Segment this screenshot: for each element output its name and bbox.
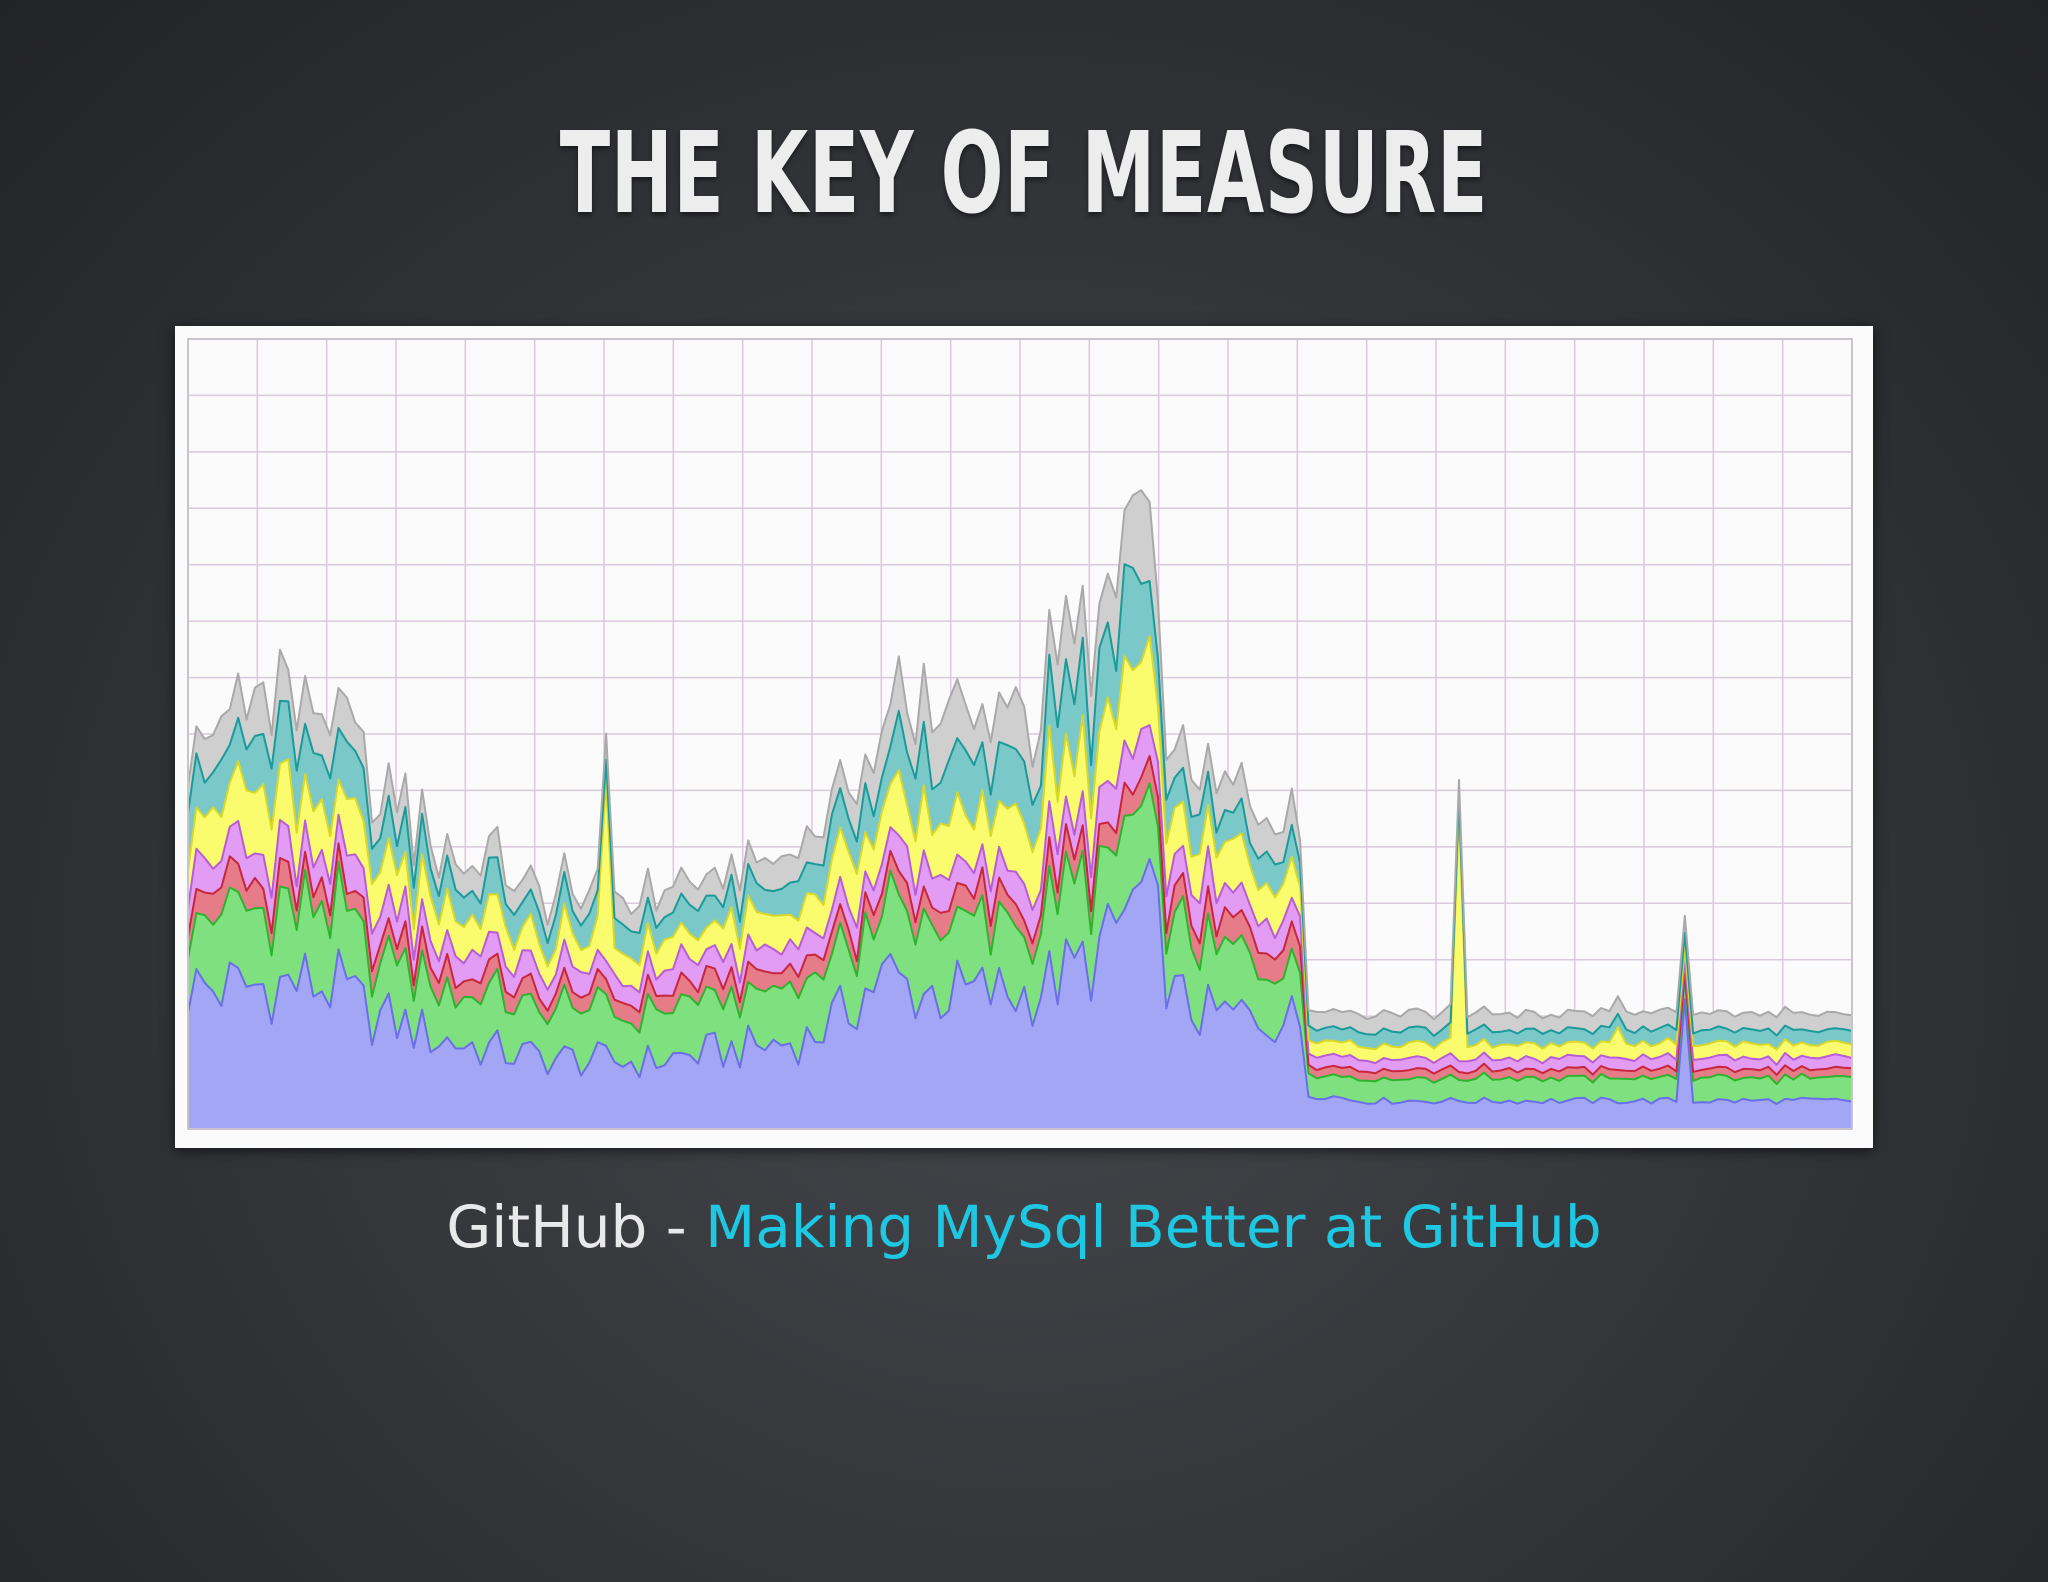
stacked-area-chart [175, 326, 1873, 1148]
source-link[interactable]: Making MySql Better at GitHub [705, 1193, 1602, 1261]
slide-title: THE KEY OF MEASURE [559, 109, 1489, 239]
series-area-6 [188, 564, 1852, 1050]
series-area-1 [188, 859, 1852, 1129]
series-area-3 [188, 755, 1852, 1085]
series-area-4 [188, 725, 1852, 1075]
series-line-7 [187, 489, 1853, 1021]
slide-caption: GitHub - Making MySql Better at GitHub [0, 1193, 2048, 1261]
series-line-4 [187, 724, 1853, 1066]
series-line-3 [187, 754, 1853, 1076]
chart-lines [187, 489, 1853, 1105]
caption-prefix: GitHub - [446, 1193, 706, 1261]
series-area-2 [188, 783, 1852, 1104]
series-line-1 [187, 858, 1853, 1105]
series-line-2 [187, 782, 1853, 1086]
plot-border [187, 338, 1853, 1130]
chart-svg [187, 338, 1853, 1130]
series-line-5 [187, 635, 1853, 1051]
series-line-6 [187, 563, 1853, 1037]
